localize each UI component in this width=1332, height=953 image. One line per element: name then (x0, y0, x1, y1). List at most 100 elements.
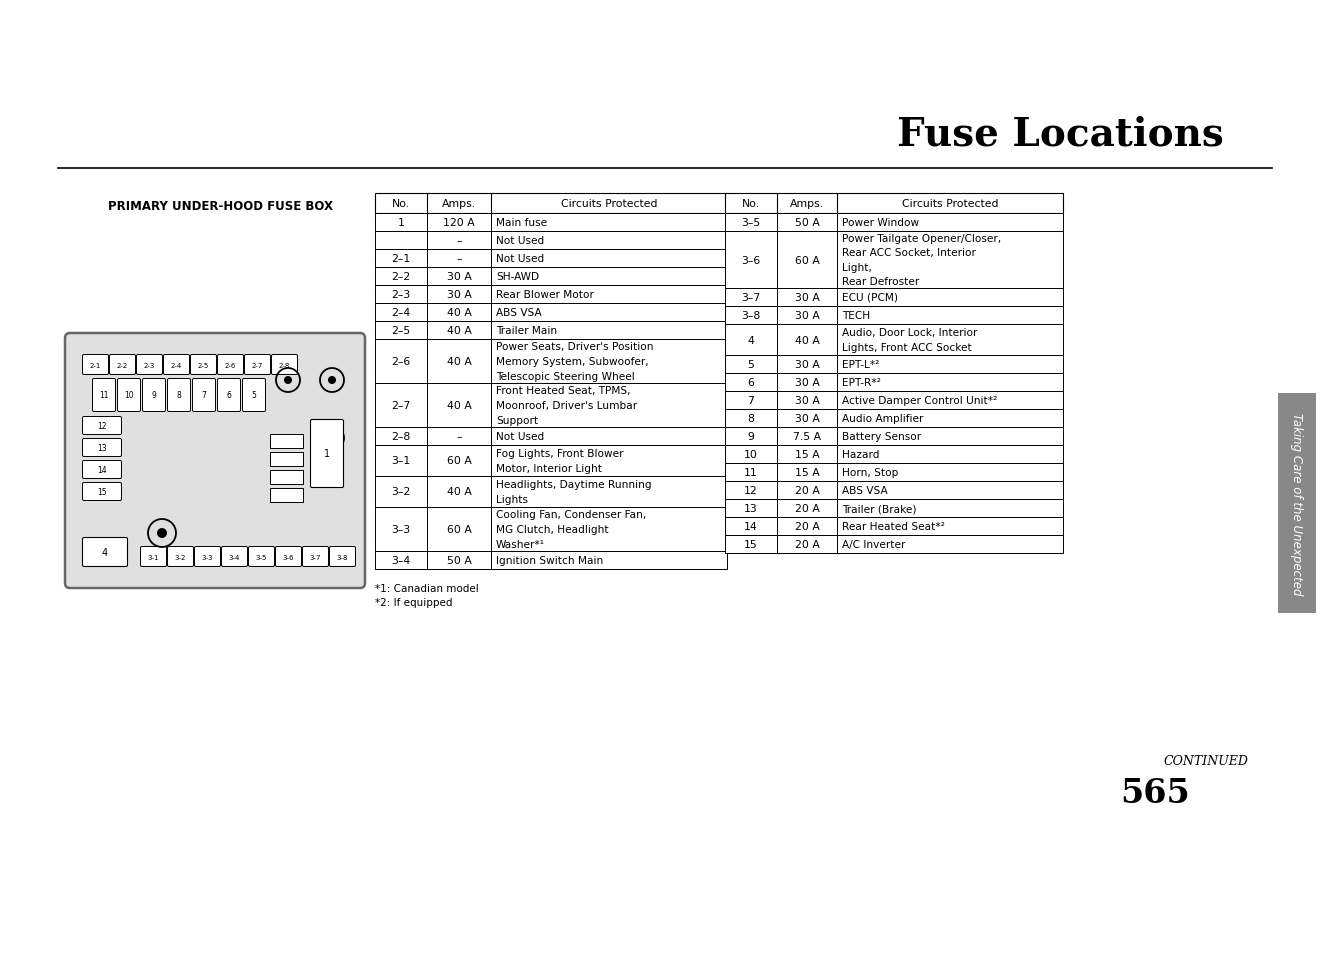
Text: 15 A: 15 A (795, 468, 819, 477)
Text: TECH: TECH (842, 311, 870, 320)
Text: 40 A: 40 A (446, 308, 472, 317)
Text: 4: 4 (747, 335, 754, 345)
Text: 3-5: 3-5 (256, 554, 268, 560)
Bar (376, 193, 727, 213)
Text: 20 A: 20 A (795, 503, 819, 514)
FancyBboxPatch shape (302, 547, 329, 567)
FancyBboxPatch shape (164, 355, 189, 375)
Bar (725, 213, 1063, 232)
Text: 6: 6 (747, 377, 754, 388)
Text: 3-3: 3-3 (201, 554, 213, 560)
Text: 40 A: 40 A (446, 400, 472, 411)
Bar (270, 453, 302, 467)
Text: Cooling Fan, Condenser Fan,: Cooling Fan, Condenser Fan, (496, 510, 646, 519)
Text: 14: 14 (745, 521, 758, 532)
Text: Rear Heated Seat*²: Rear Heated Seat*² (842, 521, 944, 532)
FancyBboxPatch shape (83, 483, 121, 501)
Text: 3-1: 3-1 (148, 554, 160, 560)
Text: 2-6: 2-6 (225, 362, 236, 368)
Text: Power Seats, Driver's Position: Power Seats, Driver's Position (496, 342, 654, 352)
Text: ECU (PCM): ECU (PCM) (842, 293, 898, 303)
FancyBboxPatch shape (117, 379, 140, 412)
Bar (725, 289, 1063, 307)
Text: Trailer Main: Trailer Main (496, 326, 557, 335)
Text: 2–4: 2–4 (392, 308, 410, 317)
Bar (270, 435, 302, 449)
Text: 60 A: 60 A (795, 255, 819, 265)
Text: Memory System, Subwoofer,: Memory System, Subwoofer, (496, 356, 649, 367)
Text: Light,: Light, (842, 262, 872, 273)
Text: 3–6: 3–6 (742, 255, 761, 265)
Bar (725, 481, 1063, 499)
Bar (376, 250, 727, 268)
FancyBboxPatch shape (83, 461, 121, 479)
Text: 3–8: 3–8 (742, 311, 761, 320)
Text: 9: 9 (152, 391, 156, 400)
FancyBboxPatch shape (92, 379, 116, 412)
Text: 30 A: 30 A (446, 290, 472, 299)
Text: 2–8: 2–8 (392, 432, 410, 441)
Text: 30 A: 30 A (795, 395, 819, 406)
Bar (376, 339, 727, 384)
Bar (376, 446, 727, 476)
Text: 2–6: 2–6 (392, 356, 410, 367)
Text: ABS VSA: ABS VSA (842, 485, 887, 496)
Bar (376, 304, 727, 322)
Bar (376, 384, 727, 428)
Text: 4: 4 (103, 547, 108, 558)
Text: 3–1: 3–1 (392, 456, 410, 466)
Text: EPT-R*²: EPT-R*² (842, 377, 880, 388)
Text: 565: 565 (1120, 777, 1189, 810)
Text: Circuits Protected: Circuits Protected (561, 199, 657, 209)
Bar (725, 446, 1063, 463)
Text: Not Used: Not Used (496, 235, 545, 246)
Text: Rear ACC Socket, Interior: Rear ACC Socket, Interior (842, 248, 976, 258)
Text: 30 A: 30 A (795, 311, 819, 320)
Text: Circuits Protected: Circuits Protected (902, 199, 998, 209)
FancyBboxPatch shape (221, 547, 248, 567)
Text: SH-AWD: SH-AWD (496, 272, 539, 282)
Text: 20 A: 20 A (795, 539, 819, 550)
Text: 3–4: 3–4 (392, 556, 410, 565)
FancyBboxPatch shape (217, 379, 241, 412)
Bar (725, 499, 1063, 517)
FancyBboxPatch shape (83, 439, 121, 457)
Text: 2-7: 2-7 (252, 362, 264, 368)
Text: 30 A: 30 A (795, 414, 819, 423)
Text: 2–1: 2–1 (392, 253, 410, 264)
FancyBboxPatch shape (136, 355, 163, 375)
FancyBboxPatch shape (310, 420, 344, 488)
Text: *1: Canadian model: *1: Canadian model (376, 583, 478, 594)
Text: Hazard: Hazard (842, 450, 879, 459)
Text: *2: If equipped: *2: If equipped (376, 598, 453, 607)
Text: 12: 12 (745, 485, 758, 496)
Text: Ignition Switch Main: Ignition Switch Main (496, 556, 603, 565)
FancyBboxPatch shape (83, 417, 121, 435)
Text: 10: 10 (124, 391, 133, 400)
Text: 40 A: 40 A (446, 356, 472, 367)
Bar (725, 392, 1063, 410)
Text: Active Damper Control Unit*²: Active Damper Control Unit*² (842, 395, 998, 406)
Text: 2-5: 2-5 (198, 362, 209, 368)
Text: Telescopic Steering Wheel: Telescopic Steering Wheel (496, 372, 635, 381)
Bar (725, 410, 1063, 428)
Text: –: – (457, 253, 462, 264)
Bar (725, 463, 1063, 481)
Text: Taking Care of the Unexpected: Taking Care of the Unexpected (1291, 413, 1304, 595)
Bar (376, 322, 727, 339)
Text: Not Used: Not Used (496, 253, 545, 264)
Bar (725, 307, 1063, 325)
Text: Rear Defroster: Rear Defroster (842, 276, 919, 287)
Text: 30 A: 30 A (795, 293, 819, 303)
FancyBboxPatch shape (83, 355, 108, 375)
Text: PRIMARY UNDER-HOOD FUSE BOX: PRIMARY UNDER-HOOD FUSE BOX (108, 199, 333, 213)
Text: 30 A: 30 A (795, 377, 819, 388)
Text: Moonroof, Driver's Lumbar: Moonroof, Driver's Lumbar (496, 400, 637, 411)
Bar (725, 355, 1063, 374)
Text: Lights: Lights (496, 495, 527, 505)
Text: 15: 15 (97, 488, 107, 497)
Text: 120 A: 120 A (444, 218, 476, 228)
Text: Washer*¹: Washer*¹ (496, 539, 545, 549)
Text: 3–2: 3–2 (392, 487, 410, 497)
FancyBboxPatch shape (249, 547, 274, 567)
